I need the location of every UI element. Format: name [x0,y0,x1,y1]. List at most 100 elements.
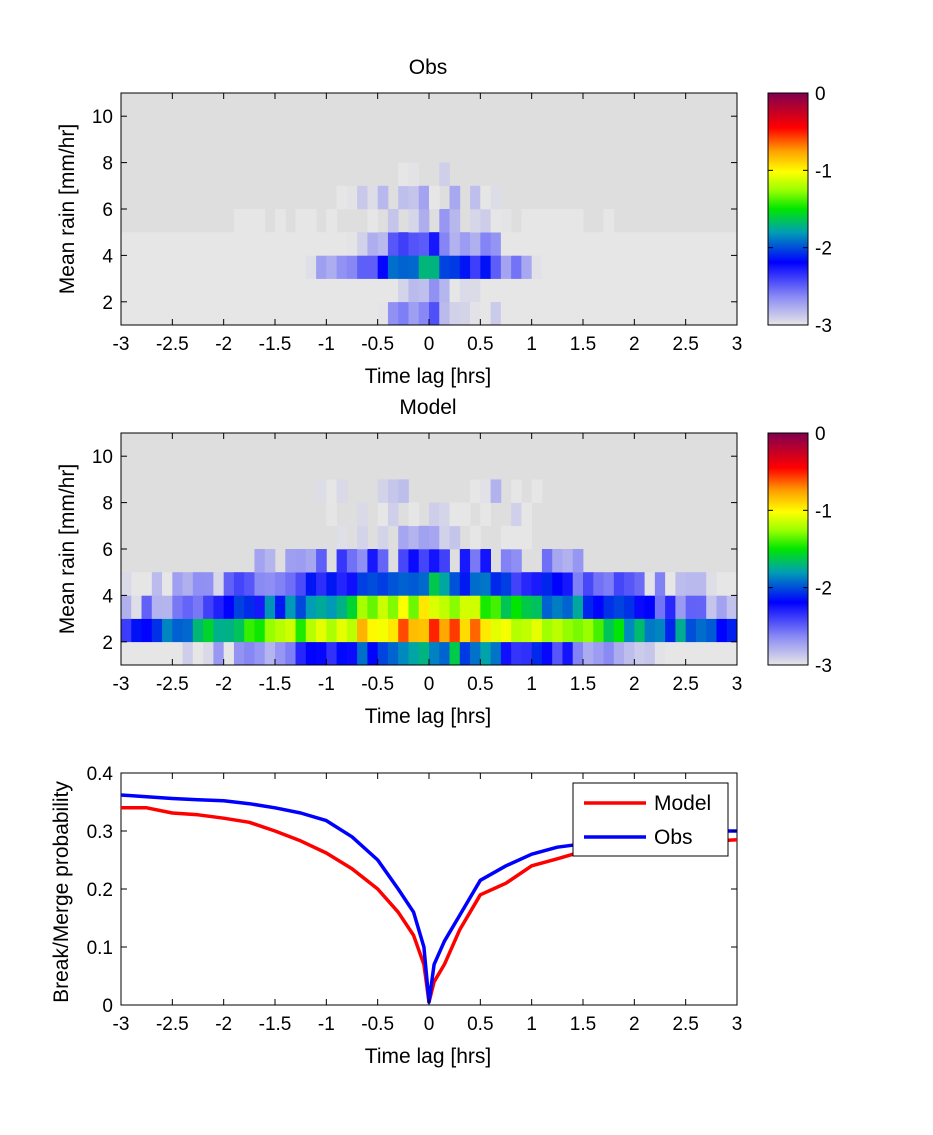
heatmap-cell [572,549,584,573]
heatmap-cell [613,278,625,303]
x-tick-label: 1 [526,1014,537,1035]
heatmap-cell [562,641,574,666]
heatmap-cell [172,595,183,619]
x-tick-label: 0 [424,334,435,355]
heatmap-cell [254,618,266,643]
heatmap-cell [644,278,656,303]
heatmap-cell [583,301,594,326]
x-tick-label: 2 [629,1014,640,1035]
heatmap-cell [511,255,522,279]
heatmap-cell [675,618,687,643]
heatmap-cell [264,572,276,596]
heatmap-cell [305,278,317,303]
heatmap-cell [377,572,389,596]
heatmap-cell [470,595,481,619]
heatmap-cell [726,641,738,666]
heatmap-cell [613,255,625,279]
heatmap-cell [295,549,307,573]
heatmap-cell [223,572,235,596]
heatmap-cell [521,301,533,326]
heatmap-cell [141,572,153,596]
legend-obs-label: Obs [654,826,693,849]
heatmap-cell [593,255,604,279]
heatmap-cell [500,641,512,666]
heatmap-cell [182,232,194,256]
heatmap-cell [675,301,687,326]
heatmap-cell [624,641,635,666]
heatmap-cell [480,255,491,279]
y-tick-label: 10 [92,107,113,128]
heatmap-cell [295,641,307,666]
heatmap-cell [357,549,368,573]
heatmap-cell [408,641,420,666]
heatmap-cell [121,595,132,619]
heatmap-cell [634,618,645,643]
heatmap-cell [203,618,214,643]
heatmap-cell [654,255,666,279]
heatmap-cell [521,232,533,256]
heatmap-cell [357,502,368,527]
heatmap-cell [336,525,348,550]
probability-xlabel: Time lag [hrs] [365,1045,491,1068]
heatmap-cell [387,301,399,326]
heatmap-cell [162,278,173,303]
heatmap-cell [685,278,697,303]
heatmap-cell [480,595,491,619]
x-tick-label: -3 [113,334,130,355]
heatmap-cell [685,641,697,666]
heatmap-cell [377,301,389,326]
heatmap-cell [429,525,440,550]
heatmap-cell [346,618,358,643]
heatmap-cell [706,641,717,666]
heatmap-cell [367,255,379,279]
heatmap-cell [151,595,163,619]
heatmap-cell [346,301,358,326]
heatmap-cell [305,572,317,596]
heatmap-cell [223,232,235,256]
heatmap-cell [203,278,214,303]
heatmap-cell [439,549,450,573]
heatmap-cell [603,232,615,256]
heatmap-cell [675,278,687,303]
x-tick-label: 1.5 [570,334,596,355]
heatmap-cell [439,209,450,233]
heatmap-cell [264,595,276,619]
heatmap-cell [408,525,420,550]
heatmap-cell [459,618,471,643]
heatmap-cell [531,641,543,666]
y-tick-label: 8 [102,154,113,175]
heatmap-cell [387,641,399,666]
heatmap-cell [285,618,296,643]
obs-axes: -3 -2.5 -2 -1.5 -1 -0.5 0 0.5 1 1.5 2 2.5 3 2 4 6 8 10 [92,93,742,355]
heatmap-cell [593,301,604,326]
heatmap-cell [706,301,717,326]
heatmap-cell [470,618,481,643]
heatmap-cell [295,209,307,233]
heatmap-cell [233,278,245,303]
heatmap-cell [634,641,645,666]
heatmap-cell [162,572,173,596]
heatmap-cell [716,232,728,256]
heatmap-cell [695,595,707,619]
heatmap-cell [346,572,358,596]
heatmap-cell [644,595,656,619]
heatmap-cell [706,618,717,643]
heatmap-cell [121,641,132,666]
heatmap-cell [552,278,563,303]
heatmap-cell [131,278,142,303]
heatmap-cell [244,278,255,303]
heatmap-cell [470,572,481,596]
heatmap-cell [387,209,399,233]
heatmap-cell [357,278,368,303]
heatmap-cell [418,618,430,643]
heatmap-cell [336,618,348,643]
x-tick-label: -2 [215,674,232,695]
heatmap-cell [562,595,574,619]
heatmap-cell [459,278,471,303]
heatmap-cell [377,479,389,503]
heatmap-cell [162,255,173,279]
heatmap-cell [285,641,296,666]
x-tick-label: -1.5 [259,334,292,355]
heatmap-cell [254,278,266,303]
heatmap-cell [203,301,214,326]
